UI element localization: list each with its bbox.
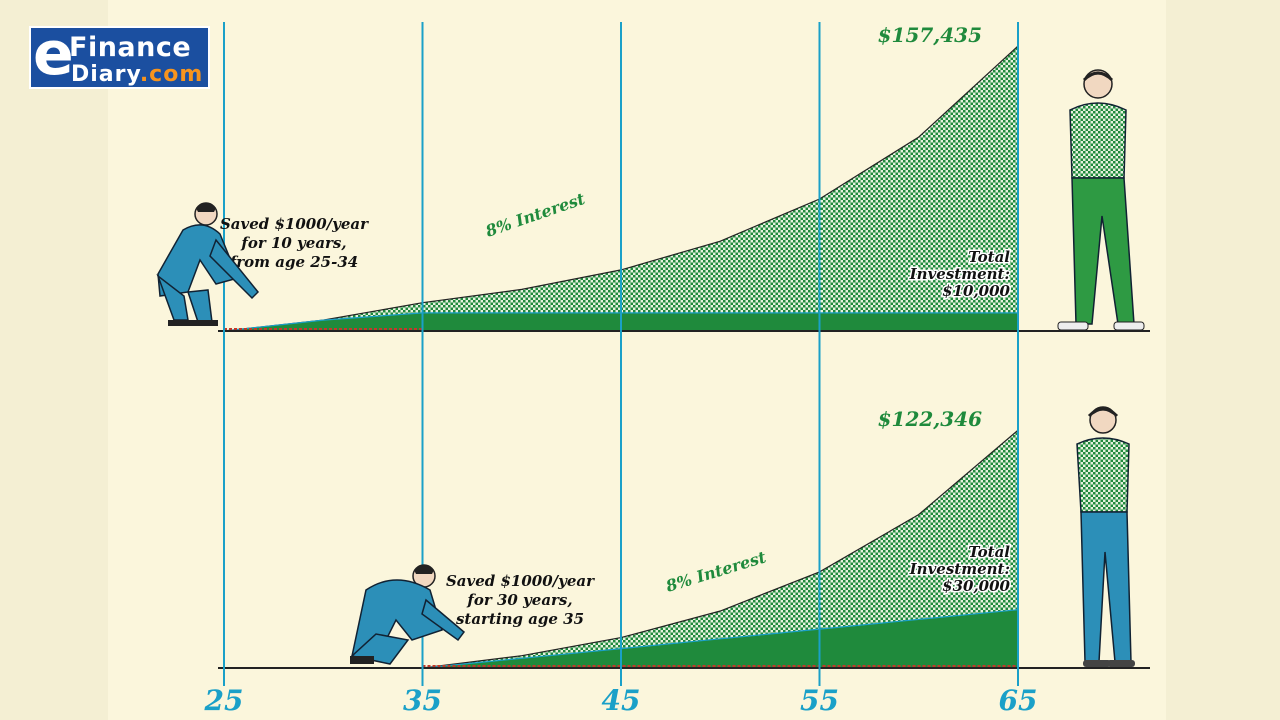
standing-man-bottom-icon — [1076, 406, 1135, 667]
logo-diary-text: Diary — [71, 62, 140, 87]
logo-line-finance: Finance — [69, 32, 192, 63]
logo-line-diary: Diary.com — [71, 62, 203, 87]
x-tick-label-65: 65 — [999, 684, 1038, 717]
investment-label-bottom-2: $30,000 — [942, 577, 1010, 595]
annotation-top-1: for 10 years, — [240, 234, 346, 252]
annotation-bottom-2: starting age 35 — [456, 610, 584, 628]
interest-label-bottom: 8% Interest — [663, 547, 769, 596]
investment-label-bottom-1: Investment: — [909, 560, 1010, 578]
final-value-label-top: $157,435 — [878, 23, 982, 47]
annotation-bottom-0: Saved $1000/year — [446, 572, 595, 590]
investment-label-top-0: Total — [968, 248, 1010, 266]
crouching-man-top-icon — [156, 202, 260, 326]
x-tick-label-45: 45 — [602, 684, 641, 717]
investment-label-top-2: $10,000 — [942, 282, 1010, 300]
annotation-top-2: from age 25-34 — [229, 253, 358, 271]
efinancediary-logo[interactable]: e Finance Diary.com — [29, 19, 210, 89]
annotation-top-0: Saved $1000/year — [220, 215, 369, 233]
investment-label-bottom-0: Total — [968, 543, 1010, 561]
final-value-label-bottom: $122,346 — [878, 407, 982, 431]
logo-com-text: .com — [139, 62, 204, 87]
chart-stage: 25 35 45 55 65 $157,435 8% Interest Total Inves… — [108, 0, 1166, 720]
logo-letter-e: e — [33, 19, 74, 89]
investment-label-top-1: Investment: — [909, 265, 1010, 283]
x-tick-label-35: 35 — [403, 684, 442, 717]
crouching-man-bottom-icon — [350, 564, 466, 665]
interest-label-top: 8% Interest — [482, 189, 588, 241]
standing-man-top-icon — [1057, 69, 1145, 331]
annotation-bottom-1: for 30 years, — [466, 591, 572, 609]
x-tick-label-25: 25 — [204, 684, 244, 717]
x-tick-label-55: 55 — [800, 684, 839, 717]
